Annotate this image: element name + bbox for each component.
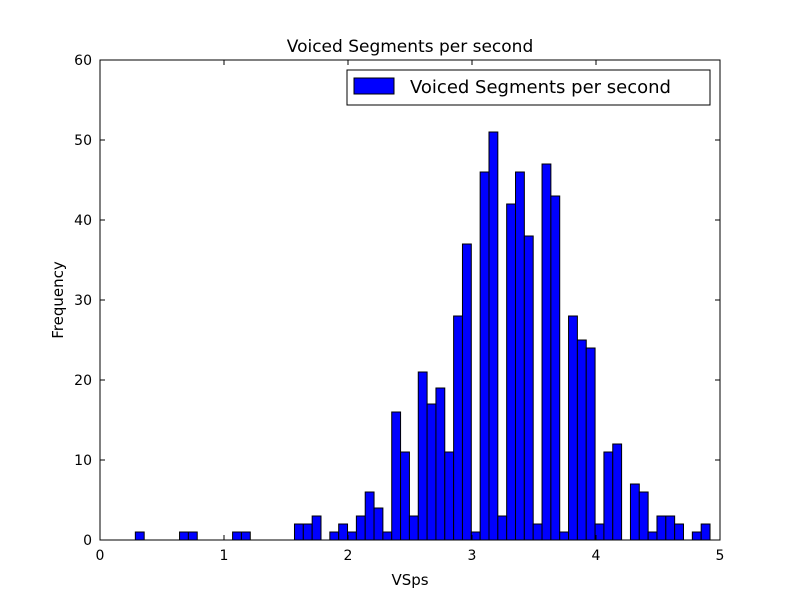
bars-group: [134, 131, 711, 541]
histogram-bar: [506, 203, 517, 541]
x-tick-label: 5: [716, 548, 725, 564]
histogram-bar: [408, 515, 419, 541]
histogram-bar: [700, 523, 711, 541]
y-tick-label: 20: [74, 373, 92, 389]
x-tick-label: 3: [468, 548, 477, 564]
histogram-bar: [400, 451, 410, 541]
histogram-bar: [232, 531, 242, 541]
histogram-bar: [470, 531, 481, 541]
histogram-bar: [373, 507, 384, 541]
x-axis-label: VSps: [391, 571, 428, 589]
histogram-bar: [444, 451, 455, 541]
histogram-bar: [665, 515, 676, 541]
histogram-bar: [576, 339, 587, 541]
histogram-bar: [523, 235, 534, 541]
histogram-bar: [479, 171, 490, 541]
histogram-bar: [453, 315, 463, 541]
y-tick-label: 0: [83, 533, 92, 549]
histogram-bar: [426, 403, 437, 541]
chart-title: Voiced Segments per second: [287, 37, 533, 57]
histogram-bar: [382, 531, 393, 541]
y-tick-label: 10: [74, 453, 92, 469]
histogram-bar: [691, 531, 702, 541]
histogram-bar: [638, 491, 649, 541]
histogram-bar: [311, 515, 322, 541]
histogram-bar: [647, 531, 658, 541]
histogram-bar: [603, 451, 614, 541]
histogram-bar: [293, 523, 304, 541]
y-tick-label: 50: [74, 133, 92, 149]
histogram-bar: [338, 523, 349, 541]
y-tick-label: 30: [74, 293, 92, 309]
histogram-bar: [515, 171, 525, 541]
histogram-bar: [656, 515, 667, 541]
histogram-bar: [134, 531, 145, 541]
histogram-bar: [187, 531, 198, 541]
histogram-bar: [417, 371, 428, 541]
histogram-bar: [559, 531, 570, 541]
histogram-bar: [585, 347, 596, 541]
legend: Voiced Segments per second: [346, 69, 711, 106]
histogram-bar: [612, 443, 623, 541]
legend-swatch: [353, 77, 395, 95]
histogram-bar: [629, 483, 640, 541]
histogram-bar: [364, 491, 375, 541]
histogram-bar: [329, 531, 340, 541]
histogram-bar: [435, 387, 446, 541]
histogram-bar: [541, 163, 552, 541]
histogram-bar: [532, 523, 543, 541]
x-tick-label: 1: [220, 548, 229, 564]
x-tick-label: 4: [592, 548, 601, 564]
y-tick-label: 60: [74, 53, 92, 69]
legend-box: [346, 69, 711, 106]
histogram-bar: [355, 515, 366, 541]
histogram-bar: [488, 131, 499, 541]
histogram-bar: [347, 531, 357, 541]
histogram-bar: [302, 523, 313, 541]
histogram-bar: [179, 531, 189, 541]
histogram-bar: [550, 195, 561, 541]
histogram-bar: [568, 315, 578, 541]
histogram-bar: [240, 531, 251, 541]
legend-label: Voiced Segments per second: [410, 77, 671, 98]
histogram-bar: [497, 515, 508, 541]
y-tick-label: 40: [74, 213, 92, 229]
plot-frame: [99, 59, 721, 541]
x-tick-label: 0: [96, 548, 105, 564]
histogram-bar: [674, 523, 684, 541]
x-tick-label: 2: [344, 548, 353, 564]
y-axis-label: Frequency: [49, 261, 67, 339]
histogram-bar: [391, 411, 402, 541]
histogram-bar: [461, 243, 472, 541]
